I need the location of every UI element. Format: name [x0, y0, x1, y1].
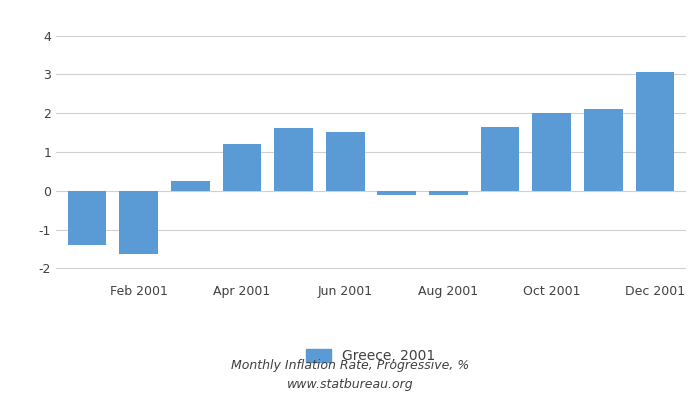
- Bar: [68, 191, 106, 245]
- Bar: [584, 109, 623, 191]
- Bar: [119, 191, 158, 254]
- Bar: [533, 113, 571, 191]
- Bar: [326, 132, 365, 191]
- Bar: [481, 127, 519, 191]
- Bar: [429, 191, 468, 195]
- Bar: [171, 181, 209, 191]
- Legend: Greece, 2001: Greece, 2001: [301, 343, 441, 369]
- Text: Monthly Inflation Rate, Progressive, %: Monthly Inflation Rate, Progressive, %: [231, 360, 469, 372]
- Bar: [636, 72, 674, 191]
- Bar: [223, 144, 261, 191]
- Text: www.statbureau.org: www.statbureau.org: [287, 378, 413, 391]
- Bar: [377, 191, 416, 195]
- Bar: [274, 128, 313, 191]
